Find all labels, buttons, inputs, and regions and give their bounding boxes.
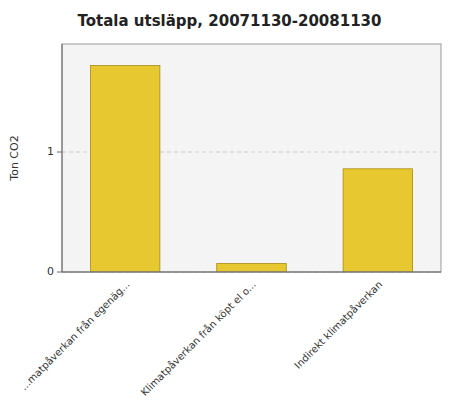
y-tick — [57, 272, 62, 273]
bar — [343, 169, 412, 272]
y-axis-line — [62, 44, 63, 272]
bar — [217, 264, 286, 272]
plot-background — [62, 44, 441, 272]
chart-svg: 0 1 ...matpåverkan från egenäg...Klimatpåv… — [0, 0, 459, 400]
y-axis-label: Ton CO2 — [8, 135, 21, 181]
x-tick-label: Indirekt klimatpåverkan — [292, 278, 385, 371]
chart-container: 0 1 ...matpåverkan från egenäg...Klimatpåv… — [0, 0, 459, 400]
grid-line — [62, 272, 441, 273]
y-tick — [57, 152, 62, 153]
bars — [90, 66, 412, 272]
y-tick-label: 1 — [47, 145, 54, 158]
y-tick-label: 0 — [47, 265, 54, 278]
bar — [90, 66, 159, 272]
title: Totala utsläpp, 20071130-20081130 — [78, 12, 382, 30]
x-axis-line — [62, 272, 441, 273]
x-tick-label: Klimatpåverkan från köpt el o... — [138, 278, 258, 398]
x-tick-label: ...matpåverkan från egenäg... — [17, 278, 131, 392]
plot-frame — [62, 44, 441, 272]
